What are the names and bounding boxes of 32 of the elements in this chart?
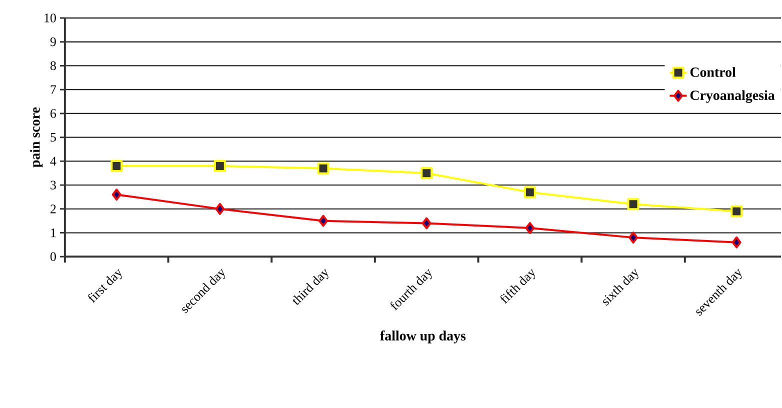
y-tick-label: 1 [51, 228, 56, 237]
point [525, 222, 535, 234]
x-tick-label: fifth day [500, 268, 536, 304]
x-tick-label: first day [88, 268, 122, 303]
y-tick-label: 2 [50, 204, 56, 213]
point [110, 160, 123, 172]
y-tick-label: 8 [50, 61, 56, 70]
point [215, 202, 225, 215]
y-tick-label: 6 [50, 108, 56, 118]
point [628, 231, 638, 244]
point [317, 162, 330, 174]
y-tick-label: 7 [50, 85, 56, 94]
x-axis-title: fallow up days [380, 330, 466, 344]
y-tick-label: 3 [50, 180, 56, 190]
point [112, 188, 122, 200]
y-tick-label: 9 [50, 37, 56, 46]
legend-label: Control [690, 66, 736, 77]
point [730, 205, 743, 218]
point [524, 186, 536, 198]
point [732, 236, 742, 248]
y-tick-label: 10 [44, 13, 56, 22]
point [627, 198, 640, 210]
point [318, 214, 328, 227]
point [422, 217, 432, 229]
y-tick-label: 5 [50, 132, 56, 142]
point [214, 160, 226, 172]
x-tick-label: sixth day [603, 268, 638, 306]
point [420, 166, 433, 179]
y-tick-label: 0 [50, 252, 56, 261]
legend-label: Cryoanalgesia [690, 90, 775, 103]
y-tick-label: 4 [50, 156, 56, 166]
y-axis-title: pain score [30, 107, 43, 168]
